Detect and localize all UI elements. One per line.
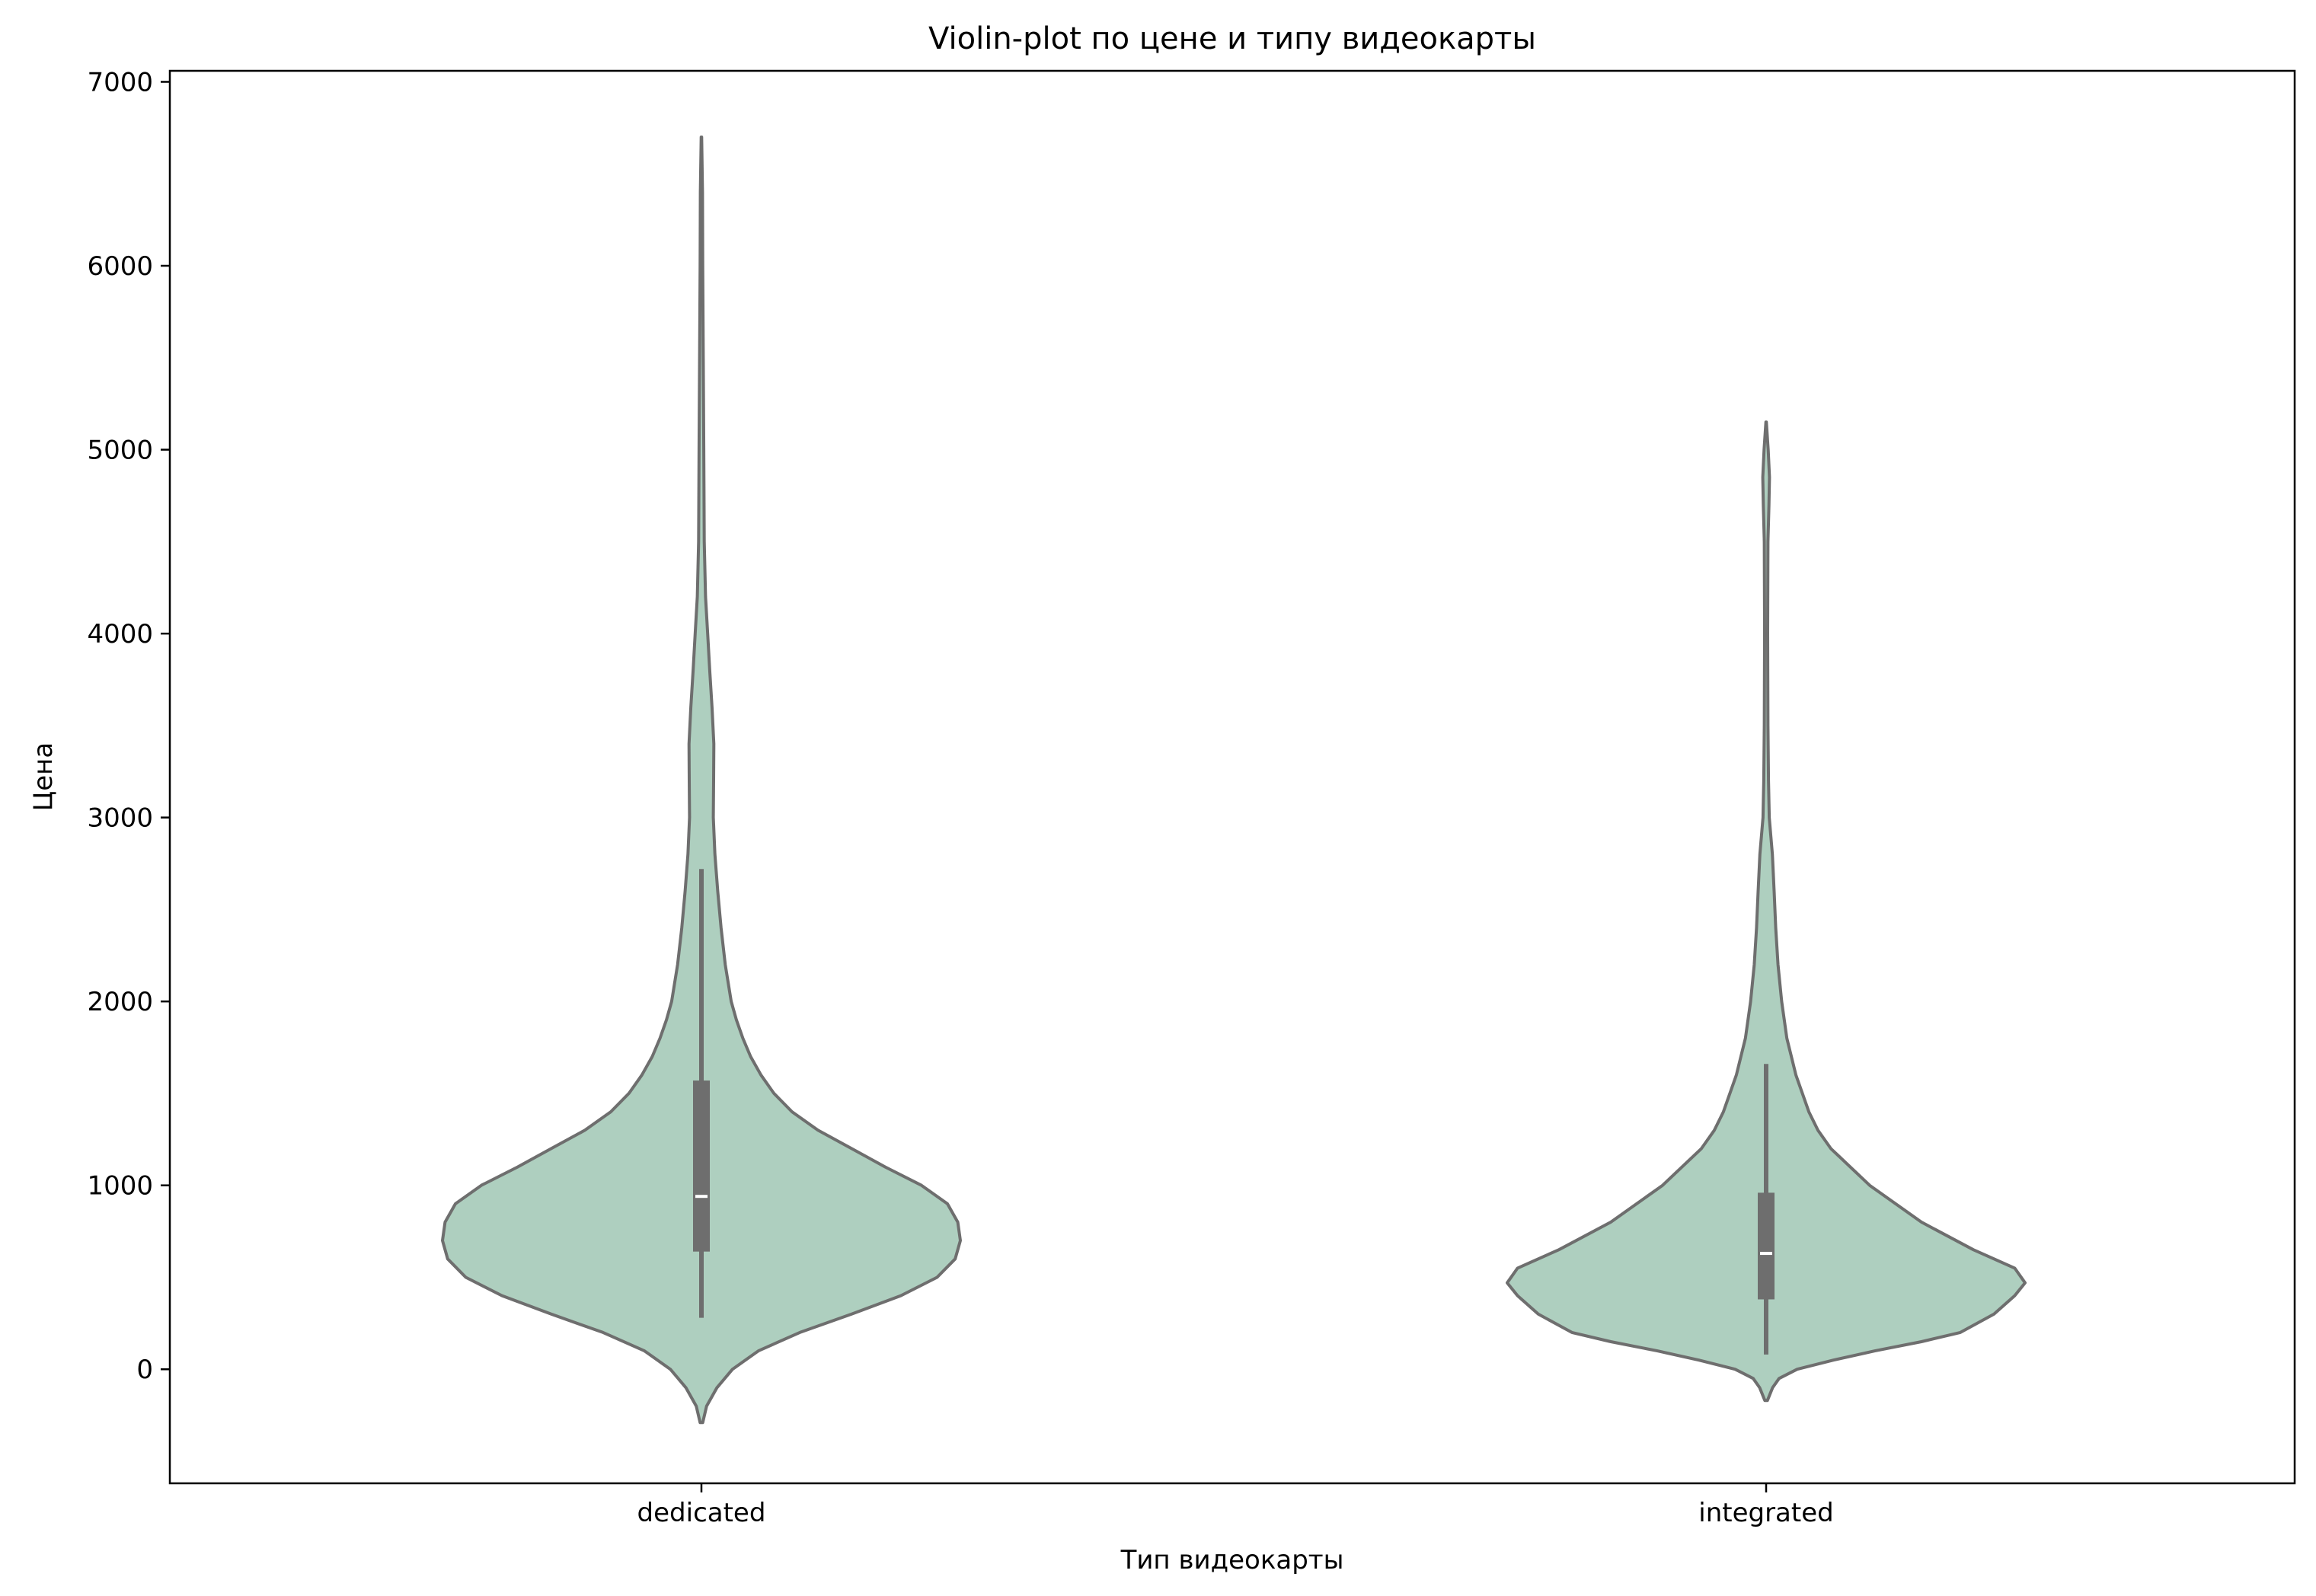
y-tick-label: 3000 xyxy=(87,803,153,834)
y-tick-label: 5000 xyxy=(87,436,153,466)
violin-integrated xyxy=(1506,420,2027,1403)
iqr-box-dedicated xyxy=(693,1080,710,1252)
y-axis-label: Цена xyxy=(28,742,59,811)
x-axis-ticks: dedicated integrated xyxy=(637,1483,1834,1528)
chart-title: Violin-plot по цене и типу видеокарты xyxy=(928,21,1536,56)
y-tick-label: 4000 xyxy=(87,619,153,650)
y-tick-label: 1000 xyxy=(87,1171,153,1202)
violin-dedicated xyxy=(441,136,962,1425)
y-tick-label: 6000 xyxy=(87,251,153,282)
iqr-box-integrated xyxy=(1758,1192,1775,1300)
y-axis-ticks: 0 1000 2000 3000 4000 5000 6000 7000 xyxy=(87,67,170,1385)
y-tick-label: 0 xyxy=(136,1355,153,1385)
x-tick-label-dedicated: dedicated xyxy=(637,1498,766,1528)
violins-layer xyxy=(441,136,2027,1425)
x-tick-label-integrated: integrated xyxy=(1698,1498,1833,1528)
y-tick-label: 7000 xyxy=(87,67,153,97)
x-axis-label: Тип видеокарты xyxy=(1120,1545,1344,1575)
plot-frame xyxy=(168,69,2296,1485)
y-tick-label: 2000 xyxy=(87,987,153,1017)
